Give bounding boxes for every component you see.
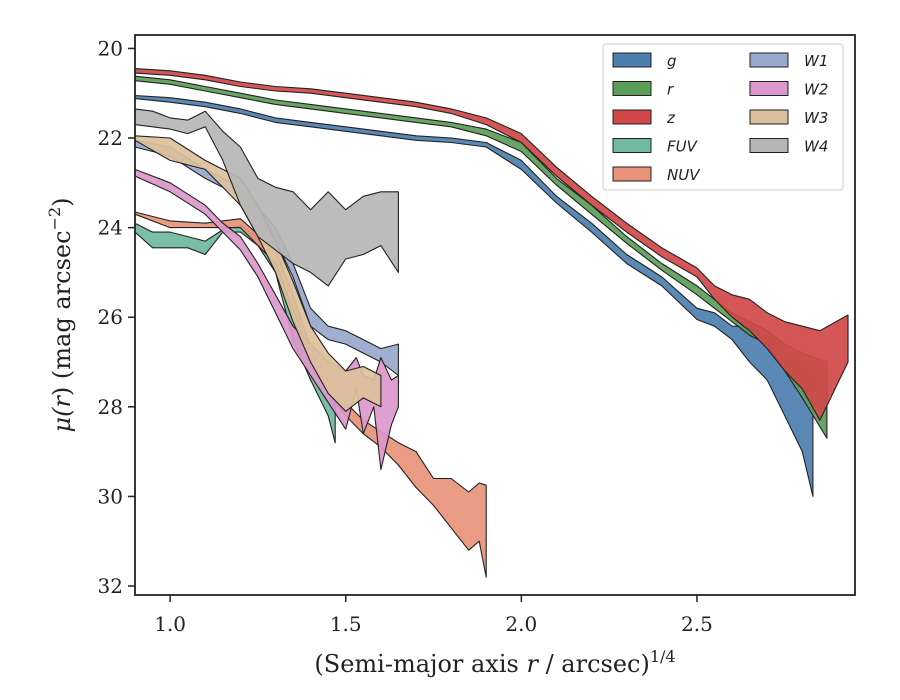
legend-box [602, 43, 844, 191]
y-tick-label: 20 [98, 36, 123, 60]
legend-swatch-g [612, 52, 652, 68]
x-tick-label: 1.0 [154, 612, 186, 636]
legend-label-z: z [666, 109, 676, 127]
legend-swatch-w4 [749, 138, 789, 153]
legend-swatch-z [612, 109, 652, 125]
legend: grz FUV NUV W1 W2 W3 W4 [602, 43, 844, 191]
legend-label-nuv: NUV [667, 166, 701, 184]
y-axis-title: μ(r) (mag arcsec−2) [45, 197, 76, 432]
band-areas [134, 68, 849, 578]
legend-label-r: r [667, 81, 674, 99]
y-tick-label: 28 [98, 395, 123, 419]
y-tick-label: 24 [98, 216, 123, 240]
y-tick-label: 32 [98, 574, 123, 598]
x-tick-label: 2.0 [505, 612, 537, 636]
legend-swatch-w3 [749, 109, 789, 125]
legend-label-fuv: FUV [667, 138, 699, 156]
band-area-r [134, 75, 828, 439]
legend-label-g: g [667, 52, 677, 70]
band-area-g [134, 94, 814, 497]
x-axis-title: (Semi-major axis r / arcsec)1/4 [314, 647, 675, 678]
legend-label-w4: W4 [804, 138, 828, 156]
legend-label-w1: W1 [804, 52, 828, 70]
legend-swatch-fuv [612, 138, 652, 153]
legend-swatch-nuv [612, 166, 652, 182]
plot-frame [134, 34, 856, 596]
x-tick-label: 1.5 [330, 612, 362, 636]
legend-label-w3: W3 [804, 109, 828, 127]
y-tick-label: 22 [98, 126, 123, 150]
band-area-w4 [134, 108, 399, 287]
legend-label-w2: W2 [804, 81, 828, 99]
y-tick-label: 26 [98, 305, 123, 329]
y-ticks: 20 22 24 26 28 30 32 [98, 36, 135, 598]
x-tick-label: 2.5 [681, 612, 713, 636]
legend-swatch-w2 [749, 81, 789, 96]
legend-swatch-w1 [749, 52, 789, 68]
x-ticks: 1.0 1.5 2.0 2.5 [154, 595, 713, 636]
legend-swatch-r [612, 81, 652, 96]
y-tick-label: 30 [98, 484, 123, 508]
band-area-z [134, 68, 849, 421]
